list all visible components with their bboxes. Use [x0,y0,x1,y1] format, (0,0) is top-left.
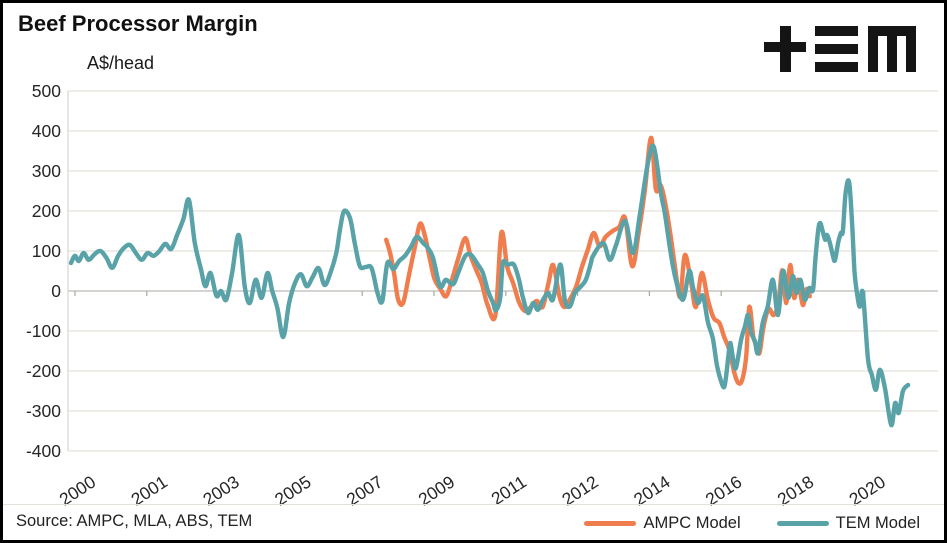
y-tick-label: 500 [32,81,61,101]
y-axis-unit-label: A$/head [87,53,155,73]
y-tick-label: 400 [32,121,61,141]
tem-logo-icon [764,26,916,72]
tem-model-line [68,143,911,428]
tem-line-swatch-icon [776,520,829,527]
y-tick-label: -400 [26,441,61,461]
page-title: Beef Processor Margin [18,11,258,36]
y-tick-label: -300 [26,401,61,421]
y-tick-label: 300 [32,161,61,181]
y-tick-label: 100 [32,241,61,261]
legend-label-ampc: AMPC Model [643,514,741,532]
footer-divider [3,504,944,505]
ampc-model-line [384,135,812,386]
source-note: Source: AMPC, MLA, ABS, TEM [16,512,253,530]
legend-item-tem: TEM Model [776,514,920,533]
legend-label-tem: TEM Model [835,514,920,532]
ampc-line-swatch-icon [584,520,637,527]
y-tick-label: 200 [32,201,61,221]
y-tick-label: -200 [26,361,61,381]
y-tick-label: 0 [51,281,61,301]
chart-legend: AMPC Model TEM Model [584,514,920,533]
y-tick-label: -100 [26,321,61,341]
legend-item-ampc: AMPC Model [584,514,741,533]
